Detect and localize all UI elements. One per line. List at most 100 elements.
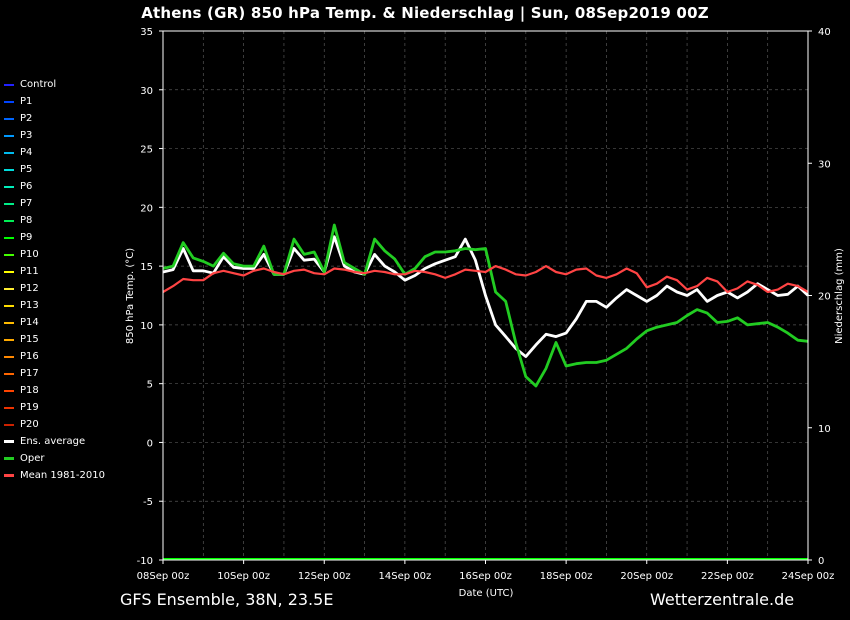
model-location-caption: GFS Ensemble, 38N, 23.5E: [120, 590, 334, 609]
legend-item: P19: [4, 399, 105, 416]
x-axis-label: Date (UTC): [459, 588, 514, 599]
legend-label: Mean 1981-2010: [20, 470, 105, 481]
legend-label: P9: [20, 232, 33, 243]
legend-label: P5: [20, 164, 33, 175]
y-tick-label-right: 40: [818, 27, 831, 38]
legend-item: P8: [4, 212, 105, 229]
legend-swatch: [4, 83, 14, 86]
legend-item: Mean 1981-2010: [4, 467, 105, 484]
legend-label: P10: [20, 249, 39, 260]
y-tick-label-right: 30: [818, 159, 831, 170]
y-tick-label-left: 5: [147, 380, 153, 391]
legend-item: P12: [4, 280, 105, 297]
legend-item: P1: [4, 93, 105, 110]
x-tick-label: 08Sep 00z: [137, 571, 190, 582]
legend-item: P10: [4, 246, 105, 263]
x-tick-label: 20Sep 00z: [620, 571, 673, 582]
x-tick-label: 22Sep 00z: [701, 571, 754, 582]
chart-title: Athens (GR) 850 hPa Temp. & Niederschlag…: [141, 4, 709, 22]
legend-item: P9: [4, 229, 105, 246]
x-tick-label: 24Sep 00z: [782, 571, 835, 582]
legend-swatch: [4, 457, 14, 460]
legend-label: P16: [20, 351, 39, 362]
legend-swatch: [4, 219, 14, 222]
legend-item: P14: [4, 314, 105, 331]
y-axis-right-label: Niederschlag (mm): [834, 248, 845, 344]
source-caption: Wetterzentrale.de: [650, 590, 795, 609]
y-tick-label-right: 0: [818, 556, 824, 567]
legend-label: P11: [20, 266, 39, 277]
legend-item: P20: [4, 416, 105, 433]
legend-label: P2: [20, 113, 33, 124]
legend-swatch: [4, 440, 14, 443]
legend-swatch: [4, 151, 14, 154]
legend-item: P7: [4, 195, 105, 212]
x-tick-label: 14Sep 00z: [379, 571, 432, 582]
legend-label: P7: [20, 198, 33, 209]
legend-label: P20: [20, 419, 39, 430]
series-line-mean-1981-2010: [162, 265, 809, 294]
x-tick-label: 18Sep 00z: [540, 571, 593, 582]
y-tick-label-left: -5: [143, 497, 153, 508]
legend-swatch: [4, 355, 14, 358]
y-axis-left-label: 850 hPa Temp. (°C): [125, 248, 136, 344]
x-tick-label: 12Sep 00z: [298, 571, 351, 582]
y-tick-label-right: 20: [818, 292, 831, 303]
legend-label: P14: [20, 317, 39, 328]
legend-label: P15: [20, 334, 39, 345]
main-series-lines: [162, 223, 809, 388]
legend-label: P17: [20, 368, 39, 379]
legend-item: P11: [4, 263, 105, 280]
legend-label: P1: [20, 96, 33, 107]
legend-swatch: [4, 423, 14, 426]
legend-item: P16: [4, 348, 105, 365]
legend-item: P2: [4, 110, 105, 127]
legend-swatch: [4, 270, 14, 273]
legend-label: Control: [20, 79, 57, 90]
legend-label: P8: [20, 215, 33, 226]
legend-swatch: [4, 389, 14, 392]
y-tick-label-left: 15: [140, 262, 153, 273]
legend-label: P3: [20, 130, 33, 141]
legend-label: P4: [20, 147, 33, 158]
legend-swatch: [4, 117, 14, 120]
legend-item: P5: [4, 161, 105, 178]
legend-swatch: [4, 287, 14, 290]
legend-item: P6: [4, 178, 105, 195]
legend-swatch: [4, 100, 14, 103]
legend-item: P18: [4, 382, 105, 399]
legend-swatch: [4, 168, 14, 171]
legend-item: P15: [4, 331, 105, 348]
legend-item: P13: [4, 297, 105, 314]
y-tick-label-left: 10: [140, 321, 153, 332]
x-tick-label: 10Sep 00z: [217, 571, 270, 582]
axes: 35 30 25 20 15 10 5 0 -5 -10 40 30 20 10 0 08Sep 00z 10S…: [137, 27, 835, 582]
legend-item: P3: [4, 127, 105, 144]
legend-swatch: [4, 474, 14, 477]
legend-swatch: [4, 304, 14, 307]
legend-label: P13: [20, 300, 39, 311]
legend-swatch: [4, 202, 14, 205]
x-tick-label: 16Sep 00z: [459, 571, 512, 582]
legend-label: P12: [20, 283, 39, 294]
legend-label: P19: [20, 402, 39, 413]
series-line-oper: [162, 223, 809, 388]
legend: Control P1 P2 P3 P4 P5 P6 P7 P8 P9 P10 P11 P12 P13 P14…: [4, 76, 105, 484]
legend-item: Oper: [4, 450, 105, 467]
legend-swatch: [4, 185, 14, 188]
y-tick-label-left: 0: [147, 438, 153, 449]
y-tick-label-left: 25: [140, 145, 153, 156]
legend-swatch: [4, 253, 14, 256]
legend-item: Control: [4, 76, 105, 93]
y-tick-label-left: 35: [140, 27, 153, 38]
legend-item: P4: [4, 144, 105, 161]
legend-label: Ens. average: [20, 436, 86, 447]
legend-swatch: [4, 372, 14, 375]
legend-swatch: [4, 321, 14, 324]
legend-item: Ens. average: [4, 433, 105, 450]
legend-swatch: [4, 338, 14, 341]
legend-swatch: [4, 236, 14, 239]
legend-swatch: [4, 134, 14, 137]
y-tick-label-left: -10: [137, 556, 153, 567]
